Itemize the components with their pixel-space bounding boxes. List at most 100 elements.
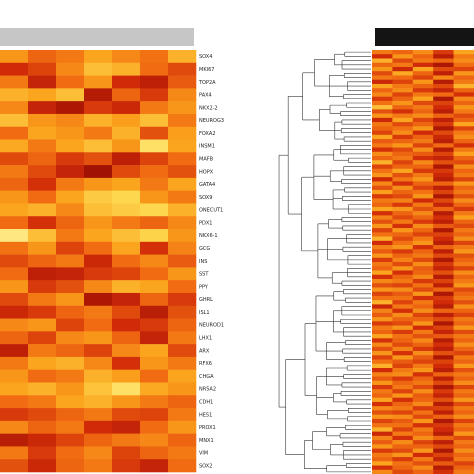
heatmap-cell (453, 88, 474, 93)
heatmap-cell (433, 389, 454, 394)
heatmap-cell (372, 401, 393, 407)
heatmap-cell (28, 459, 57, 473)
heatmap-cell (392, 304, 414, 309)
heatmap-cell (433, 215, 454, 220)
heatmap-cell (453, 262, 474, 267)
heatmap-cell (433, 50, 454, 55)
heatmap-cell (412, 211, 434, 216)
heatmap-cell (372, 160, 393, 165)
heatmap-cell (168, 241, 197, 255)
heatmap-cell (412, 66, 434, 72)
heatmap-cell (372, 236, 393, 242)
row-label: NEUROG3 (199, 118, 224, 124)
heatmap-cell (112, 229, 141, 243)
heatmap-cell (433, 368, 454, 373)
dendrogram (278, 51, 371, 473)
heatmap-cell (453, 312, 474, 318)
heatmap-cell (433, 54, 454, 59)
heatmap-cell (412, 397, 434, 403)
heatmap-cell (412, 71, 434, 76)
heatmap-cell (112, 139, 141, 153)
heatmap-cell (168, 395, 197, 409)
heatmap-cell (140, 408, 169, 422)
heatmap-cell (433, 257, 454, 263)
row-label: TOP2A (198, 80, 216, 86)
heatmap-cell (0, 446, 29, 460)
heatmap-cell (453, 355, 474, 360)
heatmap-cell (0, 88, 29, 102)
heatmap-cell (392, 240, 414, 246)
heatmap-cell (412, 168, 434, 174)
heatmap-cell (28, 344, 57, 358)
row-label: CDH1 (199, 399, 213, 405)
heatmap-cell (28, 62, 57, 76)
heatmap-cell (412, 134, 434, 140)
heatmap-cell (372, 58, 393, 64)
heatmap-cell (392, 291, 414, 297)
heatmap-cell (453, 295, 474, 301)
heatmap-cell (112, 433, 141, 447)
heatmap-cell (412, 435, 434, 441)
heatmap-cell (433, 79, 454, 85)
heatmap-cell (433, 139, 454, 144)
heatmap-cell (84, 280, 113, 294)
heatmap-cell (28, 408, 57, 422)
heatmap-cell (0, 229, 29, 243)
heatmap-cell (412, 376, 434, 382)
heatmap-cell (112, 459, 141, 473)
heatmap-cell (412, 342, 434, 348)
heatmap-cell (0, 280, 29, 294)
heatmap-cell (140, 267, 169, 281)
heatmap-cell (28, 420, 57, 434)
heatmap-cell (84, 203, 113, 217)
heatmap-cell (392, 105, 414, 110)
heatmap-cell (372, 75, 393, 80)
heatmap-cell (372, 50, 393, 55)
heatmap-cell (433, 291, 454, 297)
heatmap-cell (392, 79, 414, 85)
heatmap-cell (372, 444, 393, 449)
heatmap-cell (433, 100, 454, 106)
heatmap-cell (412, 236, 434, 242)
heatmap-cell (56, 305, 85, 319)
heatmap-cell (392, 130, 414, 136)
heatmap-cell (412, 355, 434, 360)
heatmap-cell (112, 356, 141, 370)
right-header-bar (375, 28, 474, 46)
heatmap-cell (140, 113, 169, 128)
heatmap-cell (433, 122, 454, 127)
heatmap-cell (453, 100, 474, 106)
heatmap-cell (56, 356, 85, 370)
heatmap-cell (140, 190, 169, 204)
heatmap-cell (412, 50, 434, 55)
heatmap-cell (412, 215, 434, 220)
heatmap-cell (372, 457, 393, 462)
heatmap-cell (168, 152, 197, 166)
heatmap-cell (433, 444, 454, 449)
heatmap-cell (112, 446, 141, 460)
heatmap-cell (453, 444, 474, 449)
heatmap-cell (84, 190, 113, 204)
heatmap-cell (28, 113, 57, 128)
heatmap-cell (112, 88, 141, 102)
heatmap-cell (392, 283, 414, 288)
heatmap-cell (56, 216, 85, 230)
row-label: RFX6 (199, 361, 212, 367)
heatmap-cell (372, 384, 393, 390)
heatmap-cell (168, 62, 197, 76)
heatmap-cell (412, 189, 434, 195)
heatmap-cell (140, 331, 169, 345)
heatmap-cell (84, 331, 113, 345)
heatmap-cell (84, 292, 113, 307)
heatmap-cell (392, 117, 414, 123)
heatmap-cell (453, 92, 474, 97)
heatmap-cell (433, 105, 454, 110)
heatmap-cell (112, 177, 141, 191)
heatmap-cell (412, 172, 434, 178)
heatmap-cell (56, 382, 85, 396)
heatmap-cell (56, 126, 85, 140)
heatmap-cell (453, 105, 474, 110)
heatmap-cell (56, 344, 85, 358)
heatmap-cell (392, 160, 414, 165)
row-label: GATA4 (199, 182, 215, 188)
